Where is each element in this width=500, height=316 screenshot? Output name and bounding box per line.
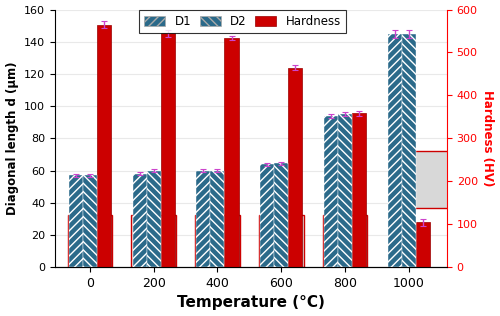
Bar [69,175,83,267]
Bar [416,222,430,267]
Bar [210,171,224,267]
Bar [274,163,288,267]
Bar [83,175,97,267]
Bar [352,113,366,267]
Bar [259,215,304,267]
Bar [224,38,238,267]
Bar [68,215,112,267]
Bar [322,215,368,267]
Y-axis label: Hardness (HV): Hardness (HV) [482,90,494,186]
Bar [161,33,175,267]
Y-axis label: Diagonal length d (μm): Diagonal length d (μm) [6,62,18,215]
Bar [402,34,415,267]
Bar [288,68,302,267]
Legend: D1, D2, Hardness: D1, D2, Hardness [140,10,346,33]
Bar [338,114,352,267]
Bar [388,34,402,267]
Bar [97,25,111,267]
Bar [132,215,176,267]
Bar [324,116,338,267]
Bar [196,171,210,267]
Bar [260,164,274,267]
Bar [146,171,161,267]
Bar [410,151,466,208]
Bar [195,215,240,267]
Bar [132,174,146,267]
X-axis label: Temperature (°C): Temperature (°C) [177,295,325,310]
